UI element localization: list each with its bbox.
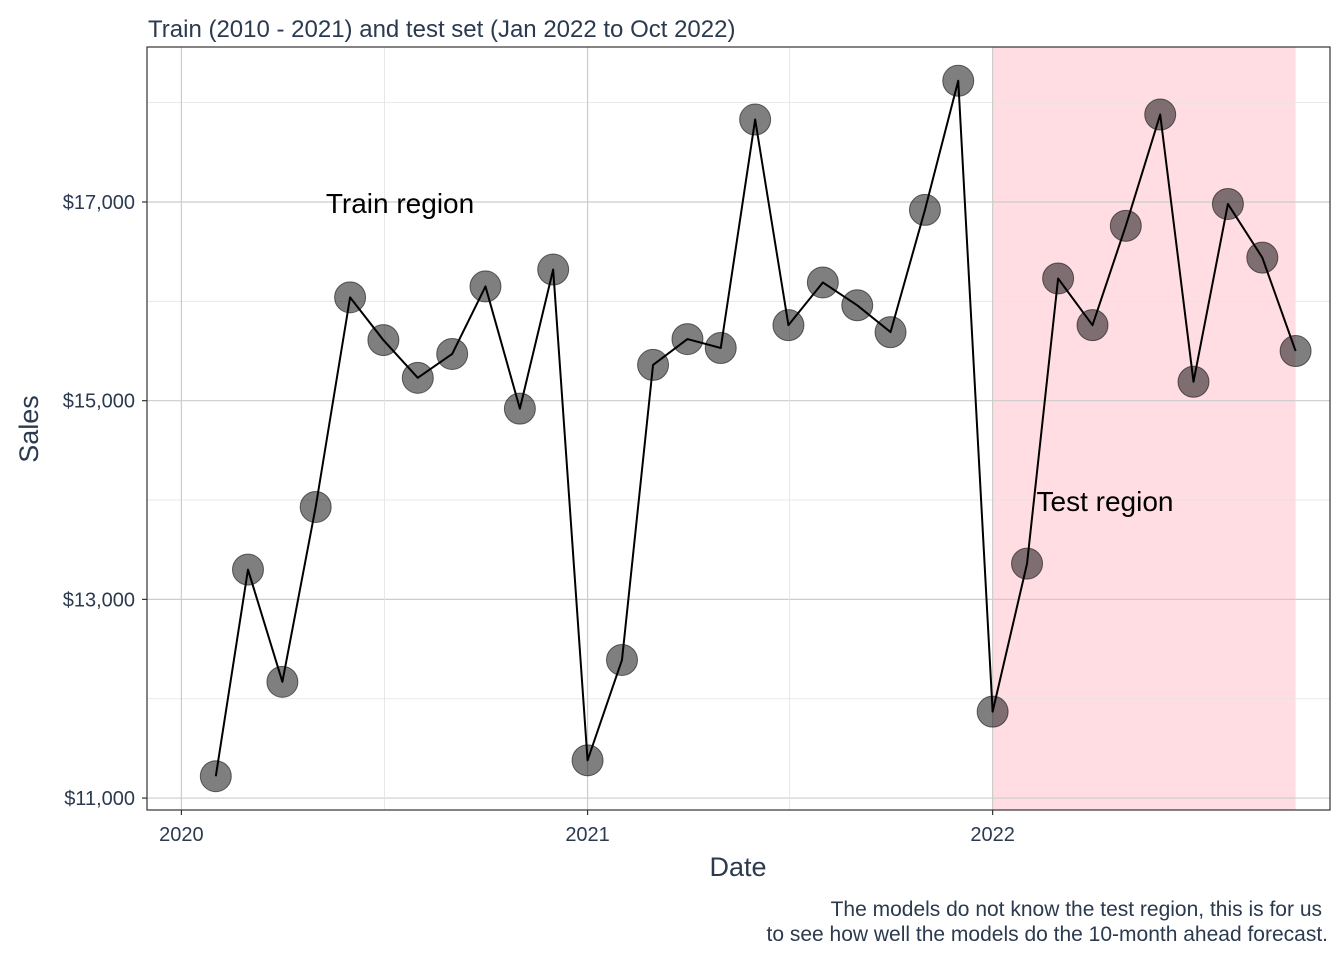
x-axis: 2020 2021 2022 [159, 810, 1015, 846]
y-axis: $11,000 $13,000 $15,000 $17,000 [63, 192, 147, 810]
data-point [401, 361, 434, 394]
data-point [266, 665, 299, 698]
data-point [436, 337, 469, 370]
plot-panel-border [146, 46, 1331, 811]
data-point [1144, 98, 1177, 131]
x-tick-label: 2021 [565, 824, 610, 846]
data-point [1011, 547, 1044, 580]
x-tick-label: 2020 [159, 824, 204, 846]
train-region-label: Train region [326, 188, 474, 219]
y-tick-label: $17,000 [63, 192, 135, 214]
y-tick-label: $13,000 [63, 589, 135, 611]
data-point [739, 103, 772, 136]
x-tick-label: 2022 [970, 824, 1015, 846]
data-point [231, 553, 264, 586]
test-region-shading [992, 47, 1296, 810]
data-point [1279, 335, 1312, 368]
data-point [503, 392, 536, 425]
test-region-band [992, 47, 1296, 810]
data-point [942, 64, 975, 97]
data-point [1211, 187, 1244, 220]
data-point [367, 324, 400, 357]
data-point [334, 281, 367, 314]
caption-line-2: to see how well the models do the 10-mon… [766, 923, 1328, 946]
data-point [1177, 365, 1210, 398]
data-point [637, 348, 670, 381]
data-point [1246, 241, 1279, 274]
data-point [571, 744, 604, 777]
y-axis-title: Sales [14, 395, 44, 463]
data-point [772, 309, 805, 342]
data-point [841, 289, 874, 322]
data-point [605, 643, 638, 676]
data-point [537, 253, 570, 286]
data-point [469, 270, 502, 303]
data-points [199, 64, 1312, 793]
x-axis-title: Date [709, 852, 766, 882]
data-point [704, 332, 737, 365]
data-point [1109, 209, 1142, 242]
data-point [671, 323, 704, 356]
chart-title: Train (2010 - 2021) and test set (Jan 20… [148, 16, 735, 43]
test-region-label: Test region [1037, 486, 1174, 517]
data-point [976, 695, 1009, 728]
data-point [908, 193, 941, 226]
data-point [806, 266, 839, 299]
data-point [1076, 309, 1109, 342]
data-point [299, 490, 332, 523]
y-tick-label: $11,000 [64, 788, 135, 810]
caption-line-1: The models do not know the test region, … [831, 898, 1322, 921]
y-tick-label: $15,000 [63, 391, 135, 413]
data-point [199, 760, 232, 793]
data-point [1042, 262, 1075, 295]
data-point [874, 316, 907, 349]
